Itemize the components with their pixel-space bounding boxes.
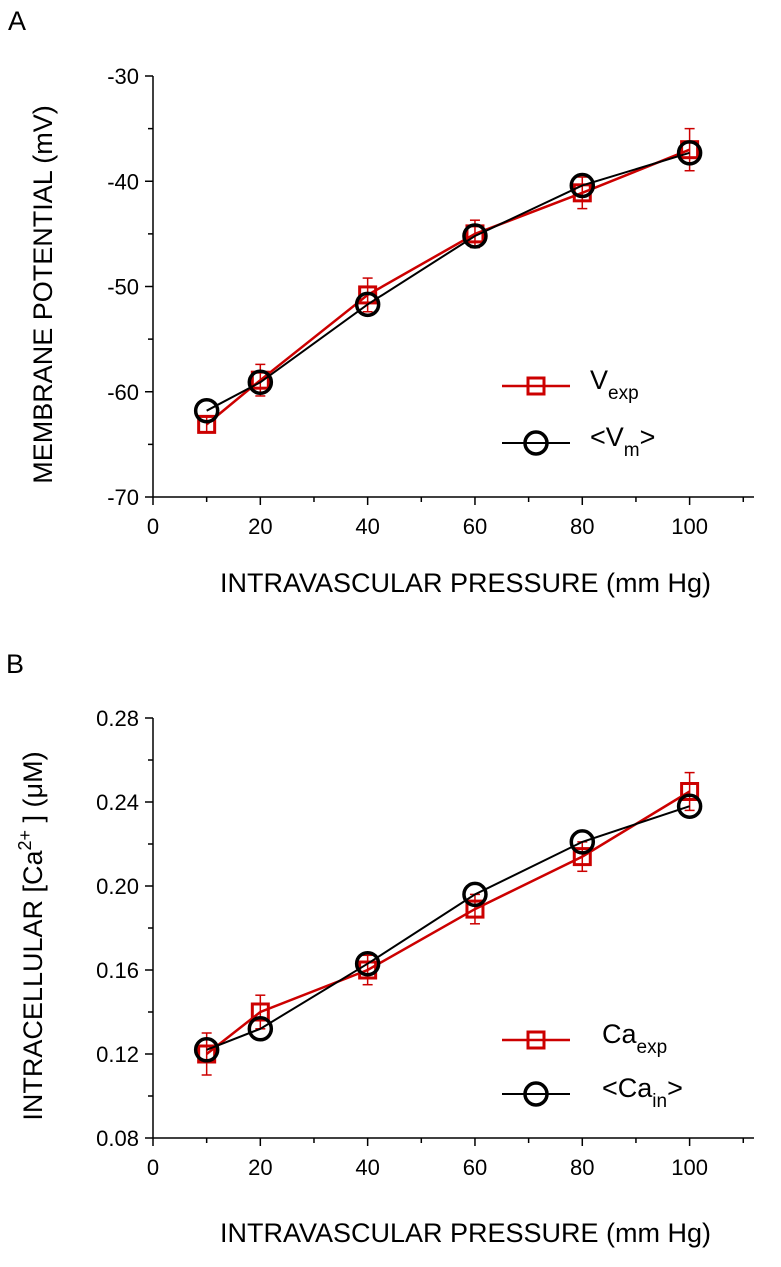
- y-tick-label: 0.12: [96, 1042, 139, 1067]
- data-point-circle: [354, 291, 381, 318]
- x-axis-title: INTRAVASCULAR PRESSURE (mm Hg): [220, 568, 711, 598]
- data-point-circle: [193, 397, 220, 424]
- y-tick-label: -40: [107, 169, 139, 194]
- panel-label: A: [8, 6, 26, 36]
- x-tick-label: 80: [570, 1155, 594, 1180]
- x-tick-label: 60: [463, 1155, 487, 1180]
- y-axis-title: MEMBRANE POTENTIAL (mV): [28, 105, 58, 484]
- y-axis-title-main: INTRACELLULAR [Ca: [18, 850, 48, 1121]
- data-point-circle: [193, 1037, 220, 1063]
- legend-label-main: Ca: [602, 1019, 637, 1049]
- x-tick-label: 0: [147, 1155, 159, 1180]
- y-axis-title-superscript: 2+: [15, 830, 35, 851]
- x-tick-label: 100: [671, 514, 708, 539]
- data-point-square: [250, 1002, 270, 1022]
- legend-label: <Cain>: [602, 1073, 683, 1112]
- panel-label: B: [6, 649, 24, 679]
- y-tick-label: -70: [107, 485, 139, 510]
- y-tick-label: -30: [107, 64, 139, 89]
- series-model: [193, 793, 703, 1063]
- x-tick-label: 100: [671, 1155, 708, 1180]
- y-tick-label: 0.08: [96, 1126, 139, 1151]
- legend-label-subscript: m: [624, 440, 640, 461]
- chart-panel-a: A -70 -60 -50 -40 -30 0 20 40 60 80 100 INTRAVASCULA…: [8, 6, 754, 598]
- y-axis-title: INTRACELLULAR [Ca2+ ] (μM): [15, 751, 48, 1120]
- y-tick-label: 0.24: [96, 790, 139, 815]
- legend-entry: <Cain>: [502, 1073, 683, 1112]
- legend-label-subscript: exp: [637, 1037, 668, 1058]
- data-point-circle: [462, 223, 488, 249]
- legend-label-tail: >: [640, 422, 656, 452]
- x-tick-label: 60: [463, 514, 487, 539]
- x-tick-label: 40: [355, 514, 379, 539]
- y-tick-label: 0.28: [96, 706, 139, 731]
- legend-label: <Vm>: [590, 422, 655, 461]
- x-tick-label: 0: [147, 514, 159, 539]
- data-point-circle: [676, 793, 703, 819]
- legend-label: Caexp: [602, 1019, 667, 1058]
- y-tick-label: -60: [107, 380, 139, 405]
- data-point-circle: [247, 369, 274, 396]
- data-point-circle: [676, 140, 703, 166]
- data-point-square: [572, 847, 592, 867]
- legend-label-main: V: [590, 365, 608, 395]
- legend-label-subscript: in: [652, 1091, 667, 1112]
- legend-marker-square: [526, 1030, 546, 1050]
- legend-entry: Caexp: [502, 1019, 667, 1058]
- x-tick-label: 40: [355, 1155, 379, 1180]
- legend-entry: <Vm>: [502, 422, 655, 461]
- series-model: [193, 140, 703, 424]
- x-axis-title: INTRAVASCULAR PRESSURE (mm Hg): [220, 1218, 711, 1248]
- y-tick-label: -50: [107, 275, 139, 300]
- legend-label-tail: >: [667, 1073, 683, 1103]
- legend-label: Vexp: [590, 365, 639, 404]
- legend-label-subscript: exp: [608, 383, 639, 404]
- data-point-square: [680, 782, 700, 801]
- y-tick-label: 0.20: [96, 874, 139, 899]
- data-point-circle: [462, 881, 488, 908]
- series-line: [206, 805, 690, 1051]
- data-point-square: [465, 899, 485, 919]
- x-tick-label: 80: [570, 514, 594, 539]
- chart-panel-b: B 0.08 0.12 0.16 0.20 0.24 0.28 0 20 40 60 80 100 INT…: [6, 649, 754, 1248]
- data-point-circle: [569, 829, 596, 855]
- data-point-circle: [247, 1016, 274, 1042]
- data-point-circle: [569, 172, 596, 199]
- y-axis-title-rest: ] (μM): [18, 751, 48, 830]
- legend-entry: Vexp: [502, 365, 639, 404]
- legend-label-main: <V: [590, 422, 624, 452]
- legend-marker-circle: [523, 430, 549, 456]
- legend-label-main: <Ca: [602, 1073, 653, 1103]
- data-point-square: [197, 414, 217, 434]
- data-point-circle: [354, 950, 381, 977]
- series-line: [206, 151, 690, 412]
- legend-marker-circle: [523, 1081, 549, 1107]
- x-tick-label: 20: [248, 514, 272, 539]
- x-tick-label: 20: [248, 1155, 272, 1180]
- legend-marker-square: [526, 376, 546, 396]
- y-tick-label: 0.16: [96, 958, 139, 983]
